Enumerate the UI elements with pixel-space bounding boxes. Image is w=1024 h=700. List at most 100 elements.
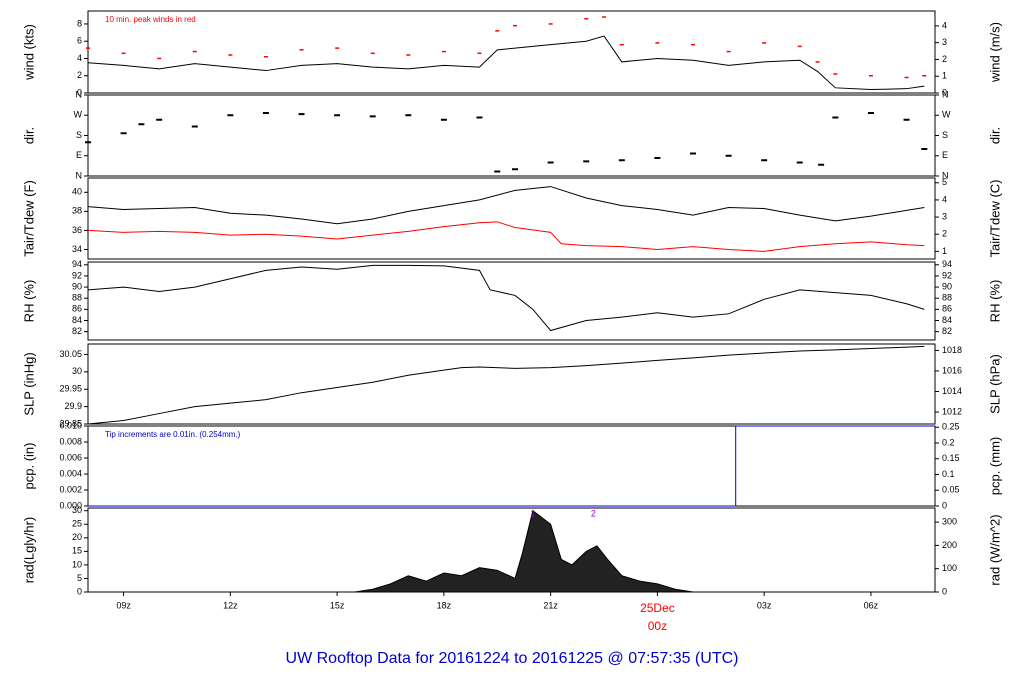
rh-ytick-label: 92 bbox=[72, 270, 82, 280]
dir-ytick-right-label: E bbox=[942, 150, 948, 160]
temp-ylabel-right: Tair/Tdew (C) bbox=[987, 179, 1002, 257]
pcp-ytick-label: 0.010 bbox=[59, 420, 82, 430]
pcp-ytick-right-label: 0.05 bbox=[942, 485, 960, 495]
x-tick-label: 18z bbox=[437, 600, 452, 610]
rh-line bbox=[87, 264, 925, 332]
x-tick-label: 03z bbox=[757, 600, 772, 610]
pcp-ytick-label: 0.008 bbox=[59, 436, 82, 446]
speed-line bbox=[87, 35, 925, 91]
dir-ytick-label: S bbox=[76, 130, 82, 140]
slp-ytick-label: 29.95 bbox=[59, 384, 82, 394]
dir-ytick-right-label: N bbox=[942, 170, 949, 180]
rh-ytick-label: 88 bbox=[72, 293, 82, 303]
radiation-marker: 1 bbox=[530, 508, 535, 518]
wind-annotation: 10 min. peak winds in red bbox=[105, 15, 196, 24]
x-tick-label: 12z bbox=[223, 600, 238, 610]
rh-frame bbox=[87, 261, 936, 341]
wind-ytick-right-label: 4 bbox=[942, 20, 947, 30]
x-tick-label: 21z bbox=[543, 600, 558, 610]
rh-ytick-label: 90 bbox=[72, 281, 82, 291]
temp-ytick-right-label: 2 bbox=[942, 229, 947, 239]
pcp-ytick-right-label: 0.1 bbox=[942, 469, 955, 479]
rh-ytick-label: 82 bbox=[72, 326, 82, 336]
pcp-ytick-label: 0.002 bbox=[59, 484, 82, 494]
rad-ytick-label: 10 bbox=[72, 559, 82, 569]
pcp-ytick-right-label: 0.15 bbox=[942, 453, 960, 463]
dir-frame bbox=[87, 94, 936, 177]
rh-ylabel-right: RH (%) bbox=[987, 280, 1002, 323]
wind-ytick-right-label: 3 bbox=[942, 37, 947, 47]
temp-ylabel: Tair/Tdew (F) bbox=[21, 180, 36, 257]
pcp-ytick-right-label: 0.25 bbox=[942, 422, 960, 432]
rh-ytick-right-label: 92 bbox=[942, 270, 952, 280]
rad-ytick-right-label: 300 bbox=[942, 516, 957, 526]
rad-ytick-label: 5 bbox=[77, 573, 82, 583]
radiation-marker: 2 bbox=[591, 508, 596, 518]
dir-ytick-right-label: W bbox=[942, 110, 951, 120]
temp-ytick-right-label: 3 bbox=[942, 211, 947, 221]
wind-ytick-label: 4 bbox=[77, 53, 82, 63]
x-date-label: 25Dec bbox=[640, 601, 675, 615]
wind-ytick-label: 0 bbox=[77, 87, 82, 97]
dir-ylabel: dir. bbox=[21, 127, 36, 144]
dir-ylabel-right: dir. bbox=[987, 127, 1002, 144]
pcp-ylabel-right: pcp. (mm) bbox=[987, 437, 1002, 496]
pcp-line bbox=[88, 425, 935, 507]
wind-ytick-right-label: 2 bbox=[942, 54, 947, 64]
slp-ytick-label: 30 bbox=[72, 366, 82, 376]
dew-line bbox=[87, 221, 925, 252]
rad-ytick-right-label: 100 bbox=[942, 563, 957, 573]
rad-ylabel-right: rad (W/m^2) bbox=[987, 514, 1002, 585]
pcp-ytick-label: 0.000 bbox=[59, 500, 82, 510]
pcp-ytick-right-label: 0.2 bbox=[942, 437, 955, 447]
rad-ytick-label: 25 bbox=[72, 519, 82, 529]
pcp-annotation: Tip increments are 0.01in. (0.254mm.) bbox=[105, 430, 241, 439]
slp-ytick-label: 30.05 bbox=[59, 349, 82, 359]
slp-line bbox=[87, 345, 925, 425]
rh-ytick-right-label: 88 bbox=[942, 293, 952, 303]
dir-ytick-label: N bbox=[76, 170, 83, 180]
rh-ytick-right-label: 82 bbox=[942, 326, 952, 336]
rh-ytick-label: 86 bbox=[72, 304, 82, 314]
air-line bbox=[87, 186, 925, 225]
rad-ytick-label: 15 bbox=[72, 546, 82, 556]
slp-ytick-right-label: 1012 bbox=[942, 406, 962, 416]
slp-ytick-right-label: 1014 bbox=[942, 386, 962, 396]
wind-ylabel: wind (kts) bbox=[21, 24, 36, 81]
temp-ytick-right-label: 4 bbox=[942, 194, 947, 204]
slp-ylabel-right: SLP (hPa) bbox=[987, 354, 1002, 414]
rad-ytick-label: 0 bbox=[77, 586, 82, 596]
rh-ylabel: RH (%) bbox=[21, 280, 36, 323]
pcp-ytick-right-label: 0 bbox=[942, 500, 947, 510]
temp-ytick-right-label: 5 bbox=[942, 177, 947, 187]
rh-ytick-right-label: 84 bbox=[942, 315, 952, 325]
rad-ytick-right-label: 0 bbox=[942, 586, 947, 596]
slp-ytick-label: 29.9 bbox=[64, 401, 82, 411]
x-tick-label: 09z bbox=[116, 600, 131, 610]
x-tick-label: 06z bbox=[864, 600, 879, 610]
page-title: UW Rooftop Data for 20161224 to 20161225… bbox=[285, 650, 739, 667]
temp-ytick-label: 34 bbox=[72, 244, 82, 254]
temp-ytick-label: 38 bbox=[72, 206, 82, 216]
wind-ytick-label: 2 bbox=[77, 70, 82, 80]
rh-ytick-right-label: 90 bbox=[942, 281, 952, 291]
rh-ytick-right-label: 86 bbox=[942, 304, 952, 314]
pcp-ylabel: pcp. (in) bbox=[21, 443, 36, 490]
dir-ytick-label: N bbox=[76, 89, 83, 99]
rad-ytick-right-label: 200 bbox=[942, 540, 957, 550]
temp-frame bbox=[87, 177, 936, 260]
wind-ylabel-right: wind (m/s) bbox=[987, 22, 1002, 83]
slp-ylabel: SLP (inHg) bbox=[21, 352, 36, 415]
dir-ytick-label: W bbox=[74, 110, 83, 120]
wind-frame bbox=[87, 10, 936, 94]
pcp-ytick-label: 0.006 bbox=[59, 452, 82, 462]
rad-ytick-label: 30 bbox=[72, 505, 82, 515]
dir-ytick-right-label: S bbox=[942, 130, 948, 140]
x-midnight-label: 00z bbox=[648, 619, 667, 633]
wind-ytick-right-label: 0 bbox=[942, 87, 947, 97]
rh-ytick-right-label: 94 bbox=[942, 259, 952, 269]
slp-ytick-label: 29.85 bbox=[59, 418, 82, 428]
wind-ytick-label: 8 bbox=[77, 18, 82, 28]
slp-ytick-right-label: 1018 bbox=[942, 345, 962, 355]
